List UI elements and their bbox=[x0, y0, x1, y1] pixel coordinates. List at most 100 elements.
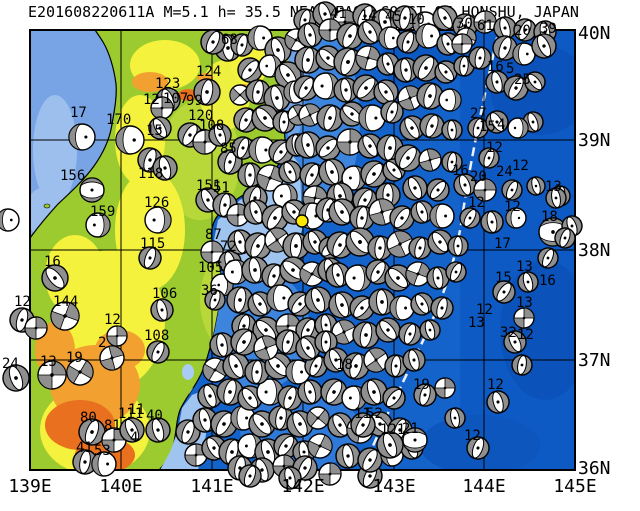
event-count-label: 45 bbox=[385, 9, 402, 25]
event-count-label: 126 bbox=[144, 195, 169, 211]
focal-mechanism-beachball bbox=[150, 298, 174, 322]
event-count-label: 53 bbox=[94, 443, 111, 459]
event-count-label: 25 bbox=[514, 72, 531, 88]
event-count-label: 52 bbox=[366, 406, 383, 422]
focal-mechanism-beachball bbox=[554, 227, 576, 249]
event-count-label: 27 bbox=[470, 106, 487, 122]
focal-mechanism-beachball bbox=[357, 19, 383, 45]
focal-mechanism-beachball bbox=[342, 352, 370, 380]
event-count-label: 12 bbox=[464, 428, 481, 444]
focal-mechanism-beachball bbox=[438, 88, 462, 112]
focal-mechanism-beachball bbox=[2, 364, 30, 392]
event-count-label: 13 bbox=[545, 179, 562, 195]
focal-mechanism-beachball bbox=[447, 235, 469, 257]
focal-mechanism-beachball bbox=[138, 246, 162, 270]
focal-mechanism-beachball bbox=[363, 347, 389, 373]
focal-mechanism-beachball bbox=[325, 262, 351, 288]
event-count-label: 24 bbox=[2, 356, 19, 372]
event-count-label: 2 bbox=[98, 335, 106, 351]
focal-mechanism-beachball bbox=[119, 417, 145, 443]
focal-mechanism-beachball bbox=[279, 256, 307, 284]
focal-mechanism-beachball bbox=[402, 427, 428, 453]
focal-mechanism-beachball bbox=[537, 247, 559, 269]
event-count-label: 12 bbox=[512, 158, 529, 174]
focal-mechanism-beachball bbox=[360, 160, 388, 188]
focal-mechanism-beachball bbox=[208, 123, 232, 147]
focal-mechanism-beachball bbox=[146, 340, 170, 364]
focal-mechanism-beachball bbox=[333, 77, 359, 103]
focal-mechanism-beachball bbox=[318, 158, 346, 186]
focal-mechanism-beachball bbox=[513, 18, 537, 42]
focal-mechanism-beachball bbox=[318, 462, 342, 486]
focal-mechanism-beachball bbox=[150, 96, 174, 120]
focal-mechanism-beachball bbox=[492, 280, 516, 304]
event-count-label: 85 bbox=[220, 141, 237, 157]
focal-mechanism-beachball bbox=[512, 42, 536, 66]
event-count-label: 12 bbox=[143, 92, 160, 108]
focal-mechanism-beachball bbox=[432, 5, 458, 31]
focal-mechanism-beachball bbox=[336, 22, 364, 50]
focal-mechanism-beachball bbox=[467, 117, 489, 139]
focal-mechanism-beachball bbox=[314, 330, 338, 354]
event-count-label: 151 bbox=[196, 178, 221, 194]
event-count-label: 14 bbox=[360, 8, 377, 24]
focal-mechanism-beachball bbox=[503, 330, 527, 354]
event-count-label: 19 bbox=[413, 377, 430, 393]
longitude-label: 142E bbox=[281, 476, 324, 497]
event-count-label: 15 bbox=[146, 123, 163, 139]
focal-mechanism-beachball bbox=[352, 74, 380, 102]
event-count-label: 4 bbox=[130, 430, 138, 446]
event-count-label: 13 bbox=[468, 315, 485, 331]
focal-mechanism-beachball bbox=[427, 229, 453, 255]
focal-mechanism-beachball bbox=[408, 236, 432, 260]
focal-mechanism-beachball bbox=[511, 354, 533, 376]
focal-mechanism-beachball bbox=[145, 417, 171, 443]
focal-mechanism-beachball bbox=[66, 358, 94, 386]
event-count-label: 12 bbox=[504, 199, 521, 215]
focal-mechanism-beachball bbox=[264, 227, 290, 253]
focal-mechanism-beachball bbox=[50, 301, 80, 331]
focal-mechanism-beachball bbox=[360, 378, 388, 406]
event-count-label: 20 bbox=[470, 169, 487, 185]
focal-mechanism-beachball bbox=[304, 286, 332, 314]
event-count-label: 80 bbox=[80, 410, 97, 426]
event-count-label: 16 bbox=[44, 254, 61, 270]
small-island bbox=[43, 203, 51, 209]
event-count-label: 36 bbox=[201, 283, 218, 299]
event-count-label: 15 bbox=[495, 270, 512, 286]
event-count-label: 108 bbox=[144, 328, 169, 344]
focal-mechanism-beachball bbox=[368, 198, 396, 226]
focal-mechanism-beachball bbox=[380, 100, 404, 124]
focal-mechanism-beachball bbox=[493, 16, 517, 40]
focal-mechanism-beachball bbox=[144, 206, 172, 234]
focal-mechanism-beachball bbox=[367, 235, 393, 261]
focal-mechanism-beachball bbox=[237, 385, 263, 411]
focal-mechanism-beachball bbox=[72, 449, 98, 475]
focal-mechanism-beachball bbox=[78, 418, 106, 446]
event-count-label: 118 bbox=[138, 166, 163, 182]
focal-mechanism-beachball bbox=[445, 261, 467, 283]
event-count-label: 20 bbox=[514, 23, 531, 39]
focal-mechanism-beachball bbox=[486, 390, 510, 414]
event-count-label: 11 bbox=[354, 406, 371, 422]
focal-mechanism-beachball bbox=[350, 412, 376, 438]
event-count-label: 17 bbox=[494, 236, 511, 252]
focal-mechanism-beachball bbox=[382, 386, 406, 410]
focal-mechanism-beachball bbox=[357, 447, 383, 473]
focal-mechanism-beachball bbox=[230, 328, 258, 356]
event-count-label: 12 bbox=[14, 294, 31, 310]
focal-mechanism-beachball bbox=[389, 295, 415, 321]
focal-mechanism-beachball bbox=[209, 332, 235, 358]
focal-mechanism-beachball bbox=[410, 200, 434, 224]
event-count-label: 108 bbox=[199, 118, 224, 134]
focal-mechanism-beachball bbox=[531, 33, 557, 59]
focal-mechanism-beachball bbox=[426, 266, 450, 290]
focal-mechanism-beachball bbox=[441, 151, 463, 173]
focal-mechanism-beachball bbox=[252, 316, 280, 344]
focal-mechanism-beachball bbox=[318, 18, 342, 42]
event-count-label: 115 bbox=[140, 236, 165, 252]
focal-mechanism-beachball bbox=[299, 162, 325, 188]
focal-mechanism-beachball bbox=[416, 82, 444, 110]
focal-mechanism-beachball bbox=[0, 208, 20, 232]
